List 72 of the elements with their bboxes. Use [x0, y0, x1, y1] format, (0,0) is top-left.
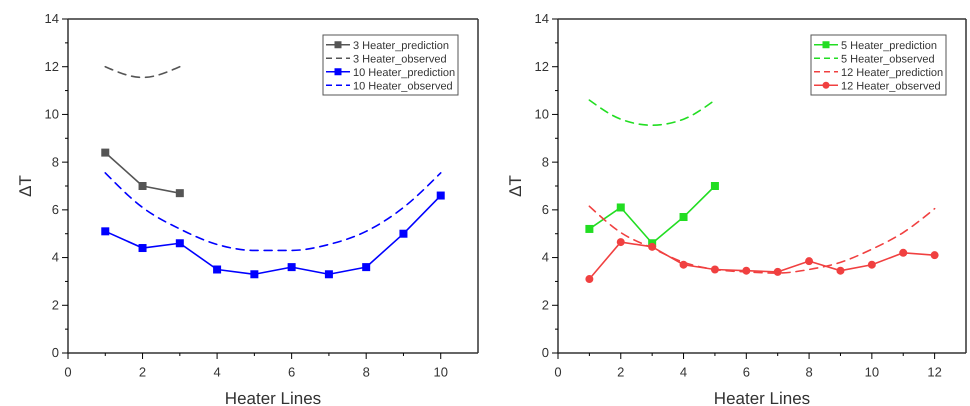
legend-label: 5 Heater_prediction — [841, 40, 938, 52]
legend-label: 5 Heater_observed — [841, 53, 935, 66]
point — [101, 227, 110, 236]
point — [648, 242, 656, 251]
point — [399, 230, 408, 238]
point — [616, 203, 625, 212]
y-tick-label: 10 — [534, 106, 549, 122]
line-series — [588, 205, 936, 276]
point — [616, 238, 625, 246]
point — [436, 192, 445, 200]
x-tick-label: 6 — [742, 364, 750, 380]
point — [710, 266, 719, 274]
point — [680, 260, 688, 269]
point — [288, 263, 296, 272]
legend-label: 12 Heater_prediction — [841, 66, 944, 79]
y-tick-label: 4 — [542, 250, 549, 265]
x-tick-label: 10 — [433, 364, 448, 380]
y-tick-label: 4 — [52, 250, 59, 265]
x-tick-label: 0 — [64, 364, 72, 380]
y-tick-label: 2 — [52, 297, 59, 312]
x-tick-label: 4 — [680, 364, 688, 380]
legend-label: 12 Heater_observed — [841, 80, 941, 92]
y-axis-title: ΔT — [16, 175, 35, 197]
y-axis-title: ΔT — [506, 175, 525, 197]
point — [176, 189, 184, 198]
point — [138, 182, 147, 190]
y-tick-label: 14 — [44, 11, 59, 26]
y-tick-label: 2 — [542, 297, 549, 312]
y-tick-label: 8 — [52, 154, 59, 170]
point — [138, 244, 147, 252]
y-tick-label: 8 — [542, 154, 549, 170]
y-tick-label: 6 — [52, 202, 59, 218]
x-tick-label: 2 — [617, 364, 624, 380]
x-tick-label: 10 — [864, 364, 880, 380]
point — [774, 268, 782, 276]
point — [585, 275, 594, 284]
x-tick-label: 4 — [213, 364, 221, 380]
point — [899, 248, 908, 257]
x-tick-label: 12 — [927, 364, 942, 380]
y-tick-label: 0 — [542, 345, 549, 360]
point — [930, 251, 939, 260]
point — [805, 257, 814, 266]
legend-label: 3 Heater_observed — [353, 53, 447, 66]
legend-label: 3 Heater_prediction — [353, 40, 450, 52]
point — [324, 270, 333, 278]
x-tick-label: 0 — [554, 364, 562, 380]
point — [250, 270, 258, 278]
point — [176, 239, 184, 248]
y-tick-label: 12 — [44, 58, 59, 74]
x-axis-title: Heater Lines — [714, 389, 810, 406]
point — [101, 148, 110, 157]
y-tick-label: 10 — [44, 106, 59, 122]
x-tick-label: 8 — [362, 364, 370, 380]
y-tick-label: 6 — [542, 202, 549, 218]
point — [742, 266, 750, 275]
x-tick-label: 2 — [138, 364, 146, 380]
legend-label: 10 Heater_prediction — [353, 66, 456, 79]
point — [868, 260, 876, 269]
point — [213, 266, 222, 274]
x-tick-label: 8 — [805, 364, 813, 380]
point — [680, 213, 688, 222]
x-tick-label: 6 — [288, 364, 296, 380]
point — [362, 263, 370, 272]
y-tick-label: 12 — [534, 58, 549, 74]
y-tick-label: 0 — [52, 345, 59, 360]
point — [836, 266, 844, 275]
x-axis-title: Heater Lines — [224, 389, 322, 406]
legend-label: 10 Heater_observed — [353, 80, 453, 92]
point — [585, 224, 594, 233]
line-series — [104, 172, 442, 252]
point — [710, 182, 719, 190]
y-tick-label: 14 — [534, 11, 549, 26]
